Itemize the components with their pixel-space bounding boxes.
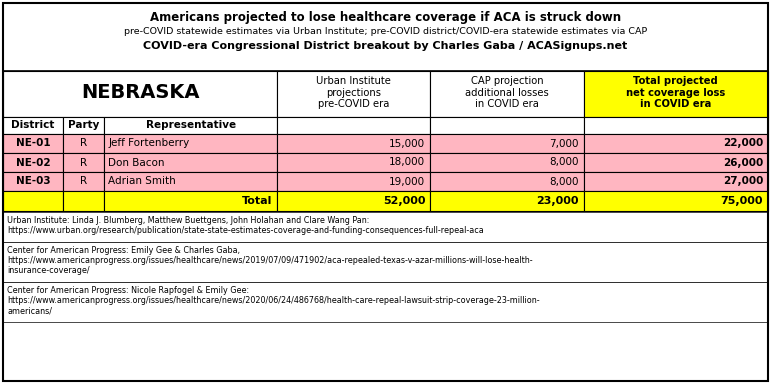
- Text: Jeff Fortenberry: Jeff Fortenberry: [109, 139, 190, 149]
- Text: 27,000: 27,000: [722, 177, 763, 187]
- Bar: [3, 242, 768, 282]
- Text: pre-COVID statewide estimates via Urban Institute; pre-COVID district/COVID-era : pre-COVID statewide estimates via Urban …: [124, 27, 647, 36]
- Bar: [3, 282, 768, 322]
- Bar: [3, 153, 63, 172]
- Text: R: R: [80, 177, 87, 187]
- Bar: [3, 212, 768, 242]
- Text: COVID-era Congressional District breakout by Charles Gaba / ACASignups.net: COVID-era Congressional District breakou…: [143, 41, 628, 51]
- Bar: [584, 71, 768, 117]
- Text: Adrian Smith: Adrian Smith: [109, 177, 176, 187]
- Bar: [278, 71, 430, 117]
- Bar: [430, 191, 584, 211]
- Bar: [3, 172, 63, 191]
- Bar: [63, 134, 104, 153]
- Text: Total: Total: [242, 196, 272, 206]
- Text: District: District: [12, 121, 55, 131]
- Bar: [278, 172, 430, 191]
- Bar: [430, 172, 584, 191]
- Bar: [430, 117, 584, 134]
- Text: americans/: americans/: [7, 306, 52, 315]
- Bar: [3, 3, 768, 71]
- Text: 75,000: 75,000: [721, 196, 763, 206]
- Bar: [104, 191, 278, 211]
- Bar: [3, 191, 63, 211]
- Text: 19,000: 19,000: [389, 177, 426, 187]
- Text: Urban Institute
projections
pre-COVID era: Urban Institute projections pre-COVID er…: [316, 76, 391, 109]
- Text: Total projected
net coverage loss
in COVID era: Total projected net coverage loss in COV…: [626, 76, 726, 109]
- Bar: [63, 117, 104, 134]
- Bar: [104, 134, 278, 153]
- Bar: [584, 191, 768, 211]
- Bar: [3, 134, 63, 153]
- Bar: [430, 134, 584, 153]
- Bar: [278, 117, 430, 134]
- Bar: [584, 134, 768, 153]
- Bar: [584, 153, 768, 172]
- Text: Urban Institute: Linda J. Blumberg, Matthew Buettgens, John Holahan and Clare Wa: Urban Institute: Linda J. Blumberg, Matt…: [7, 216, 369, 225]
- Text: Representative: Representative: [146, 121, 236, 131]
- Bar: [104, 172, 278, 191]
- Text: 26,000: 26,000: [722, 157, 763, 167]
- Text: 8,000: 8,000: [549, 157, 579, 167]
- Text: 7,000: 7,000: [549, 139, 579, 149]
- Bar: [584, 117, 768, 134]
- Bar: [63, 191, 104, 211]
- Bar: [3, 71, 278, 117]
- Text: NE-02: NE-02: [15, 157, 50, 167]
- Bar: [278, 134, 430, 153]
- Text: NE-03: NE-03: [15, 177, 50, 187]
- Bar: [63, 172, 104, 191]
- Text: https://www.urban.org/research/publication/state-state-estimates-coverage-and-fu: https://www.urban.org/research/publicati…: [7, 226, 483, 235]
- Text: 52,000: 52,000: [383, 196, 426, 206]
- Bar: [104, 153, 278, 172]
- Bar: [430, 153, 584, 172]
- Text: 15,000: 15,000: [389, 139, 426, 149]
- Text: Center for American Progress: Nicole Rapfogel & Emily Gee:: Center for American Progress: Nicole Rap…: [7, 286, 249, 295]
- Text: insurance-coverage/: insurance-coverage/: [7, 266, 89, 275]
- Text: 18,000: 18,000: [389, 157, 426, 167]
- Text: https://www.americanprogress.org/issues/healthcare/news/2019/07/09/471902/aca-re: https://www.americanprogress.org/issues/…: [7, 256, 533, 265]
- Bar: [278, 153, 430, 172]
- Bar: [104, 117, 278, 134]
- Text: 8,000: 8,000: [549, 177, 579, 187]
- Bar: [430, 71, 584, 117]
- Bar: [3, 117, 63, 134]
- Text: NEBRASKA: NEBRASKA: [81, 83, 200, 101]
- Text: Center for American Progress: Emily Gee & Charles Gaba,: Center for American Progress: Emily Gee …: [7, 246, 240, 255]
- Bar: [63, 153, 104, 172]
- Text: R: R: [80, 157, 87, 167]
- Text: NE-01: NE-01: [15, 139, 50, 149]
- Bar: [584, 172, 768, 191]
- Text: R: R: [80, 139, 87, 149]
- Text: 22,000: 22,000: [722, 139, 763, 149]
- Text: Americans projected to lose healthcare coverage if ACA is struck down: Americans projected to lose healthcare c…: [150, 11, 621, 24]
- Text: https://www.americanprogress.org/issues/healthcare/news/2020/06/24/486768/health: https://www.americanprogress.org/issues/…: [7, 296, 540, 305]
- Text: Don Bacon: Don Bacon: [109, 157, 165, 167]
- Bar: [278, 191, 430, 211]
- Text: Party: Party: [68, 121, 99, 131]
- Text: 23,000: 23,000: [536, 196, 579, 206]
- Text: CAP projection
additional losses
in COVID era: CAP projection additional losses in COVI…: [465, 76, 549, 109]
